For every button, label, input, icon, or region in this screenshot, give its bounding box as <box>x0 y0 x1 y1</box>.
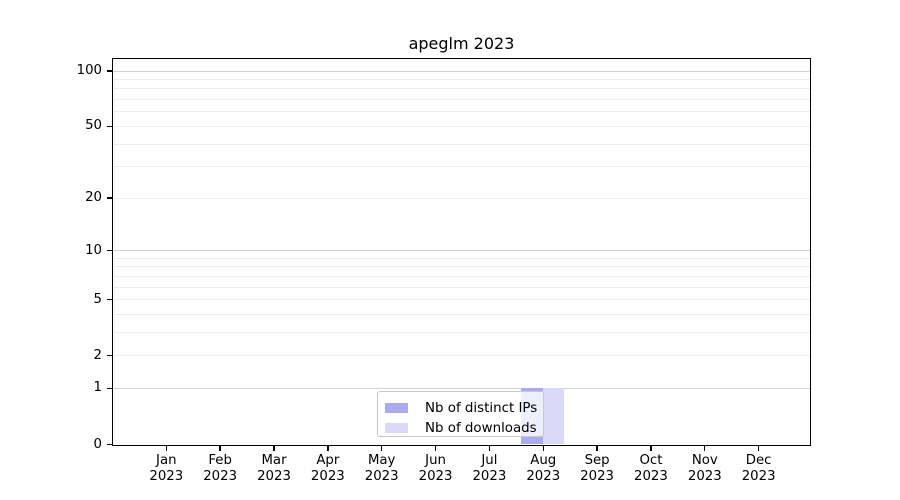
y-tick-mark <box>106 197 113 199</box>
legend-swatch-distinct-ips-icon <box>385 403 408 413</box>
x-tick-month: Mar <box>261 453 287 468</box>
y-tick-mark <box>106 249 113 252</box>
y-tick-label: 10 <box>85 242 102 258</box>
x-tick-label: Oct 2023 <box>619 453 683 485</box>
y-tick-label: 0 <box>93 436 102 452</box>
minor-gridline <box>113 266 810 268</box>
x-tick-label: Jun 2023 <box>404 453 468 485</box>
x-tick-label: Aug 2023 <box>511 453 575 485</box>
x-tick-month: Dec <box>745 453 772 468</box>
x-tick-label: Jul 2023 <box>457 453 521 485</box>
x-tick-mark <box>704 446 706 451</box>
minor-gridline <box>113 355 810 357</box>
x-tick-year: 2023 <box>257 469 291 484</box>
minor-gridline <box>113 111 810 113</box>
x-tick-label: May 2023 <box>350 453 414 485</box>
minor-gridline <box>113 143 810 145</box>
x-tick-label: Dec 2023 <box>727 453 791 485</box>
minor-gridline <box>113 331 810 333</box>
x-tick-year: 2023 <box>203 469 238 484</box>
y-tick-label: 5 <box>93 291 102 307</box>
major-gridline <box>113 250 810 251</box>
legend-swatch-downloads-icon <box>385 423 408 433</box>
minor-gridline <box>113 88 810 90</box>
x-tick-year: 2023 <box>364 469 399 484</box>
x-tick-month: May <box>367 453 396 468</box>
y-tick-label: 20 <box>85 190 102 206</box>
x-tick-label: Feb 2023 <box>188 453 252 485</box>
y-tick-mark <box>106 125 113 128</box>
minor-gridline <box>113 99 810 101</box>
x-tick-year: 2023 <box>472 469 507 484</box>
chart-title: apeglm 2023 <box>408 34 515 53</box>
x-tick-year: 2023 <box>741 469 776 484</box>
x-tick-mark <box>650 446 652 451</box>
y-tick-mark <box>106 443 113 446</box>
x-tick-year: 2023 <box>310 469 345 484</box>
x-tick-label: Apr 2023 <box>296 453 360 485</box>
x-tick-mark <box>327 446 329 451</box>
minor-gridline <box>113 166 810 168</box>
minor-gridline <box>113 197 810 199</box>
minor-gridline <box>113 125 810 127</box>
x-tick-mark <box>488 446 491 451</box>
x-tick-month: Sep <box>584 453 610 468</box>
bar-downloads <box>542 387 565 444</box>
legend-label-distinct-ips: Nb of distinct IPs <box>425 400 538 416</box>
minor-gridline <box>113 313 810 315</box>
x-tick-label: Mar 2023 <box>242 453 306 485</box>
x-tick-month: Feb <box>208 453 232 468</box>
x-tick-year: 2023 <box>634 469 668 484</box>
x-tick-month: Apr <box>316 453 340 468</box>
x-tick-mark <box>273 446 275 451</box>
y-tick-label: 2 <box>93 347 102 363</box>
x-tick-mark <box>542 446 544 451</box>
legend-label-downloads: Nb of downloads <box>425 420 537 436</box>
plot-canvas <box>113 59 810 445</box>
minor-gridline <box>113 257 810 259</box>
x-tick-mark <box>165 446 167 451</box>
y-tick-label: 100 <box>76 63 102 79</box>
x-tick-mark <box>434 446 437 451</box>
x-tick-mark <box>596 446 598 451</box>
y-tick-mark <box>106 298 113 301</box>
x-tick-label: Nov 2023 <box>673 453 737 485</box>
y-tick-label: 1 <box>93 380 102 396</box>
x-tick-label: Jan 2023 <box>134 453 198 485</box>
x-tick-month: Jun <box>425 453 446 468</box>
minor-gridline <box>113 275 810 277</box>
x-tick-month: Jan <box>156 453 177 468</box>
x-tick-mark <box>381 446 383 451</box>
legend-item-downloads: Nb of downloads <box>385 418 537 438</box>
major-gridline <box>113 387 810 389</box>
minor-gridline <box>113 286 810 288</box>
y-tick-mark <box>106 354 113 357</box>
major-gridline <box>113 70 810 72</box>
x-tick-year: 2023 <box>149 469 184 484</box>
minor-gridline <box>113 299 810 301</box>
legend: Nb of distinct IPs Nb of downloads <box>377 391 544 437</box>
x-tick-mark <box>757 446 760 451</box>
minor-gridline <box>113 79 810 81</box>
x-tick-month: Nov <box>691 453 718 468</box>
x-tick-month: Aug <box>530 453 557 468</box>
plot-area <box>112 58 811 446</box>
x-tick-year: 2023 <box>580 469 615 484</box>
y-tick-mark <box>106 70 113 72</box>
x-tick-year: 2023 <box>687 469 722 484</box>
legend-item-distinct-ips: Nb of distinct IPs <box>385 398 538 418</box>
x-tick-month: Oct <box>639 453 663 468</box>
y-tick-mark <box>106 387 113 390</box>
x-tick-year: 2023 <box>418 469 453 484</box>
y-tick-label: 50 <box>85 118 102 134</box>
x-tick-label: Sep 2023 <box>565 453 629 485</box>
x-tick-month: Jul <box>481 453 498 468</box>
x-tick-mark <box>219 446 221 451</box>
x-tick-year: 2023 <box>526 469 561 484</box>
